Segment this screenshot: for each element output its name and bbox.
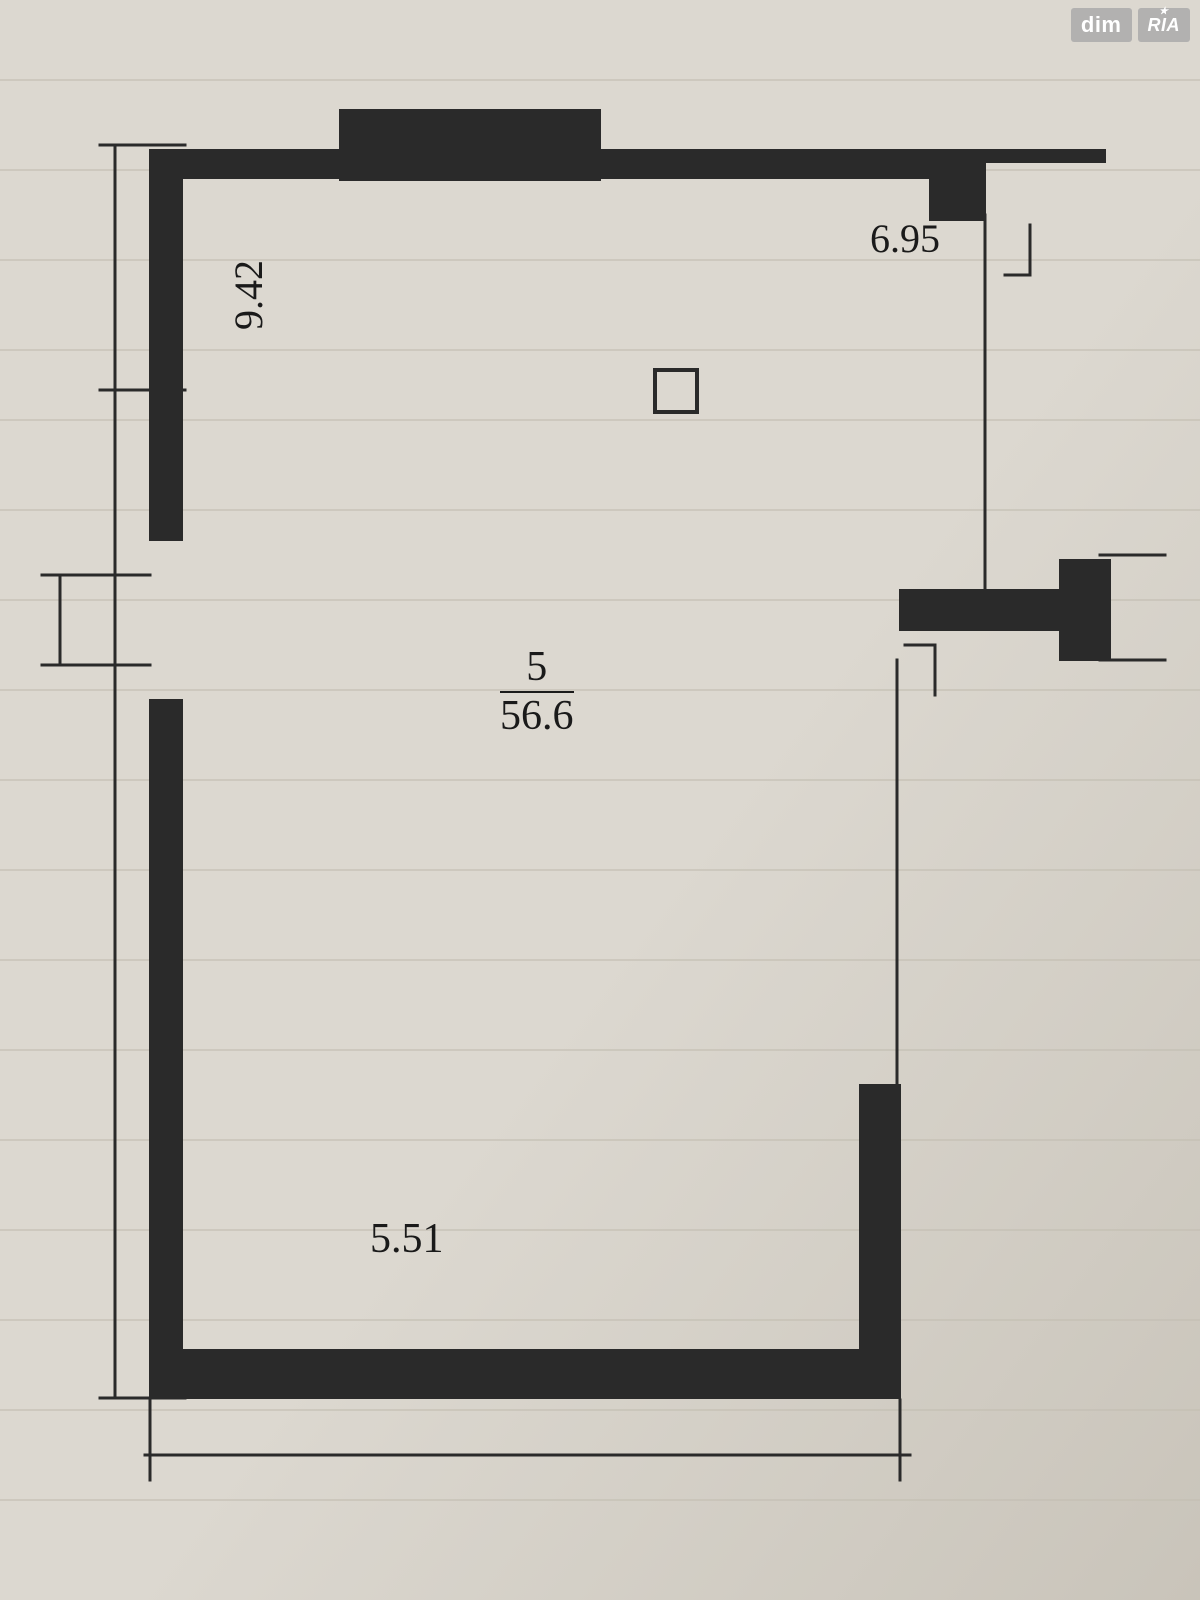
floorplan-svg — [0, 0, 1200, 1600]
room-number: 5 — [500, 645, 574, 689]
watermark-brand-ria: RIA — [1138, 8, 1191, 42]
dimension-left-height: 9.42 — [225, 260, 272, 330]
watermark-brand-dim: dim — [1071, 8, 1132, 42]
watermark: dim RIA — [1071, 8, 1190, 42]
floorplan-page: dim RIA 6.95 9.42 5.51 5 56.6 — [0, 0, 1200, 1600]
dimension-bottom-width: 5.51 — [370, 1215, 444, 1263]
room-area: 56.6 — [500, 691, 574, 738]
dimension-top-width: 6.95 — [870, 215, 940, 262]
room-label-fraction: 5 56.6 — [500, 645, 574, 738]
